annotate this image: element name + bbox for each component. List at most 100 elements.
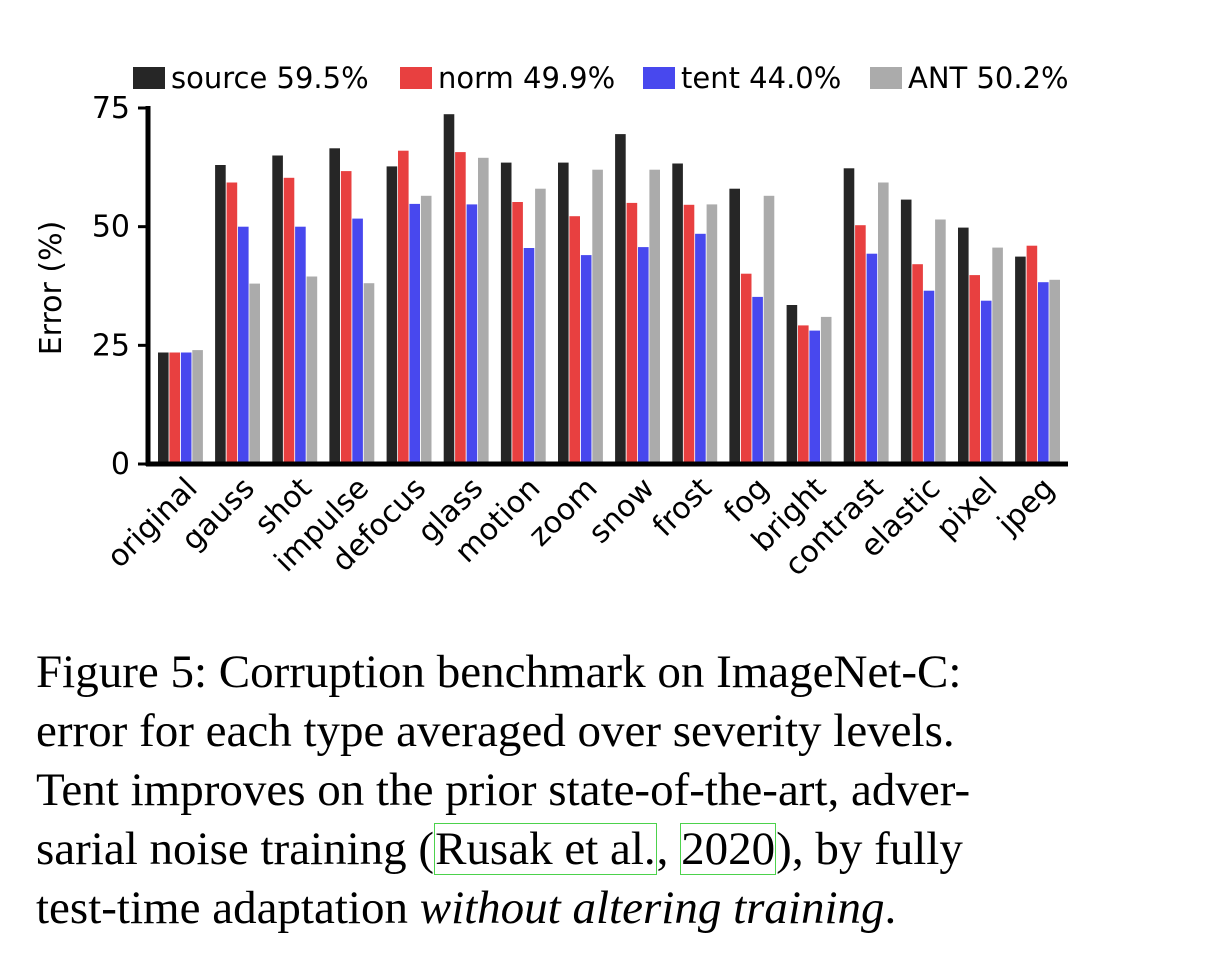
- legend-swatch-source: [133, 67, 165, 89]
- legend-label-tent: tent 44.0%: [681, 61, 841, 95]
- bar-source-elastic: [900, 199, 912, 464]
- citation-year-link[interactable]: 2020: [680, 823, 777, 875]
- bar-tent-defocus: [409, 203, 420, 464]
- bar-ANT-shot: [306, 276, 318, 464]
- x-tick-label-snow: snow: [582, 471, 662, 551]
- bar-source-jpeg: [1015, 256, 1026, 464]
- bar-tent-contrast: [866, 253, 878, 464]
- bar-norm-elastic: [912, 264, 923, 464]
- bar-source-motion: [500, 162, 512, 464]
- bar-norm-zoom: [569, 216, 580, 464]
- bar-ANT-frost: [706, 204, 718, 464]
- bar-norm-pixel: [969, 275, 980, 464]
- y-tick-label: 75: [92, 91, 130, 126]
- bar-ANT-jpeg: [1049, 279, 1060, 464]
- bar-tent-frost: [695, 233, 706, 464]
- x-tick-label-jpeg: jpeg: [990, 471, 1061, 542]
- caption-line-5: test-time adaptation without altering tr…: [36, 879, 1186, 938]
- bar-source-impulse: [329, 148, 340, 465]
- bar-ANT-zoom: [592, 169, 603, 464]
- x-tick-label-pixel: pixel: [930, 471, 1005, 546]
- bar-tent-gauss: [238, 226, 249, 464]
- legend-swatch-tent: [643, 67, 675, 89]
- bar-ANT-impulse: [363, 283, 375, 464]
- caption-text: sarial noise training (: [36, 823, 435, 875]
- bar-ANT-pixel: [992, 247, 1003, 464]
- legend-label-source: source 59.5%: [171, 61, 369, 95]
- bar-norm-jpeg: [1026, 245, 1038, 464]
- bar-source-frost: [672, 163, 683, 464]
- bar-tent-glass: [466, 204, 478, 464]
- bar-ANT-fog: [763, 195, 775, 465]
- bar-ANT-motion: [535, 188, 546, 464]
- bar-source-defocus: [386, 166, 398, 464]
- caption-text: test-time adaptation: [36, 882, 420, 934]
- bar-tent-impulse: [352, 218, 363, 464]
- bar-tent-snow: [638, 247, 649, 464]
- y-tick-label: 0: [111, 447, 130, 482]
- x-axis: originalgaussshotimpulsedefocusglassmoti…: [101, 461, 1068, 583]
- caption-text: ,: [656, 823, 681, 875]
- bar-norm-fog: [740, 273, 752, 464]
- bar-source-pixel: [958, 227, 969, 464]
- bar-source-shot: [272, 155, 283, 464]
- bar-norm-impulse: [340, 171, 352, 464]
- bar-tent-original: [180, 352, 192, 464]
- bar-norm-snow: [626, 202, 638, 464]
- caption-line-3: Tent improves on the prior state-of-the-…: [36, 764, 971, 816]
- bar-tent-pixel: [980, 300, 992, 464]
- caption-text: .: [884, 882, 897, 934]
- bar-source-contrast: [843, 168, 855, 465]
- caption-emphasis: without altering training: [419, 882, 885, 934]
- bar-source-gauss: [215, 165, 226, 464]
- bar-norm-glass: [455, 152, 466, 464]
- bar-ANT-defocus: [420, 195, 432, 465]
- bar-tent-motion: [523, 248, 535, 464]
- bar-tent-fog: [752, 296, 763, 464]
- bar-source-fog: [729, 188, 740, 464]
- bar-source-bright: [786, 305, 798, 464]
- bar-tent-shot: [295, 226, 306, 464]
- bar-source-zoom: [558, 162, 569, 464]
- y-axis: 0 25 50 75: [92, 91, 151, 482]
- figure-caption: Figure 5: Corruption benchmark on ImageN…: [36, 643, 1186, 938]
- bar-source-glass: [443, 114, 455, 464]
- bar-ANT-glass: [478, 157, 489, 465]
- bar-norm-contrast: [855, 225, 866, 464]
- bar-tent-jpeg: [1038, 282, 1049, 464]
- bar-ANT-original: [192, 350, 203, 464]
- y-tick-label: 50: [92, 210, 130, 245]
- bar-tent-elastic: [923, 290, 935, 464]
- bar-norm-shot: [283, 177, 295, 465]
- bar-ANT-elastic: [935, 219, 946, 464]
- y-tick-label: 25: [92, 328, 130, 363]
- bar-norm-frost: [683, 204, 695, 465]
- bars-group: [158, 114, 1060, 465]
- bar-ANT-snow: [649, 169, 660, 464]
- bar-ANT-gauss: [249, 283, 260, 464]
- x-tick-label-frost: frost: [646, 471, 719, 544]
- legend: source 59.5% norm 49.9% tent 44.0% ANT 50.2…: [133, 61, 1069, 95]
- bar-ANT-contrast: [878, 182, 889, 464]
- y-axis-label: Error (%): [34, 221, 69, 356]
- caption-line-1: Figure 5: Corruption benchmark on ImageN…: [36, 646, 962, 698]
- bar-tent-bright: [809, 330, 820, 464]
- bar-chart: source 59.5% norm 49.9% tent 44.0% ANT 50.2…: [34, 61, 1069, 583]
- bar-source-snow: [615, 134, 626, 464]
- bar-norm-defocus: [398, 150, 409, 464]
- legend-label-norm: norm 49.9%: [438, 61, 615, 95]
- citation-authors-link[interactable]: Rusak et al.: [434, 823, 657, 875]
- legend-label-ANT: ANT 50.2%: [908, 61, 1069, 95]
- bar-norm-original: [169, 352, 180, 464]
- legend-swatch-norm: [400, 67, 432, 89]
- caption-line-2: error for each type averaged over severi…: [36, 705, 955, 757]
- bar-ANT-bright: [820, 316, 832, 464]
- bar-norm-bright: [798, 325, 809, 464]
- bar-tent-zoom: [580, 255, 592, 464]
- caption-text: ), by fully: [776, 823, 963, 875]
- bar-norm-motion: [512, 202, 523, 464]
- caption-line-4: sarial noise training (Rusak et al., 202…: [36, 820, 1186, 879]
- bar-norm-gauss: [226, 182, 238, 464]
- bar-source-original: [158, 352, 169, 464]
- legend-swatch-ANT: [870, 67, 902, 89]
